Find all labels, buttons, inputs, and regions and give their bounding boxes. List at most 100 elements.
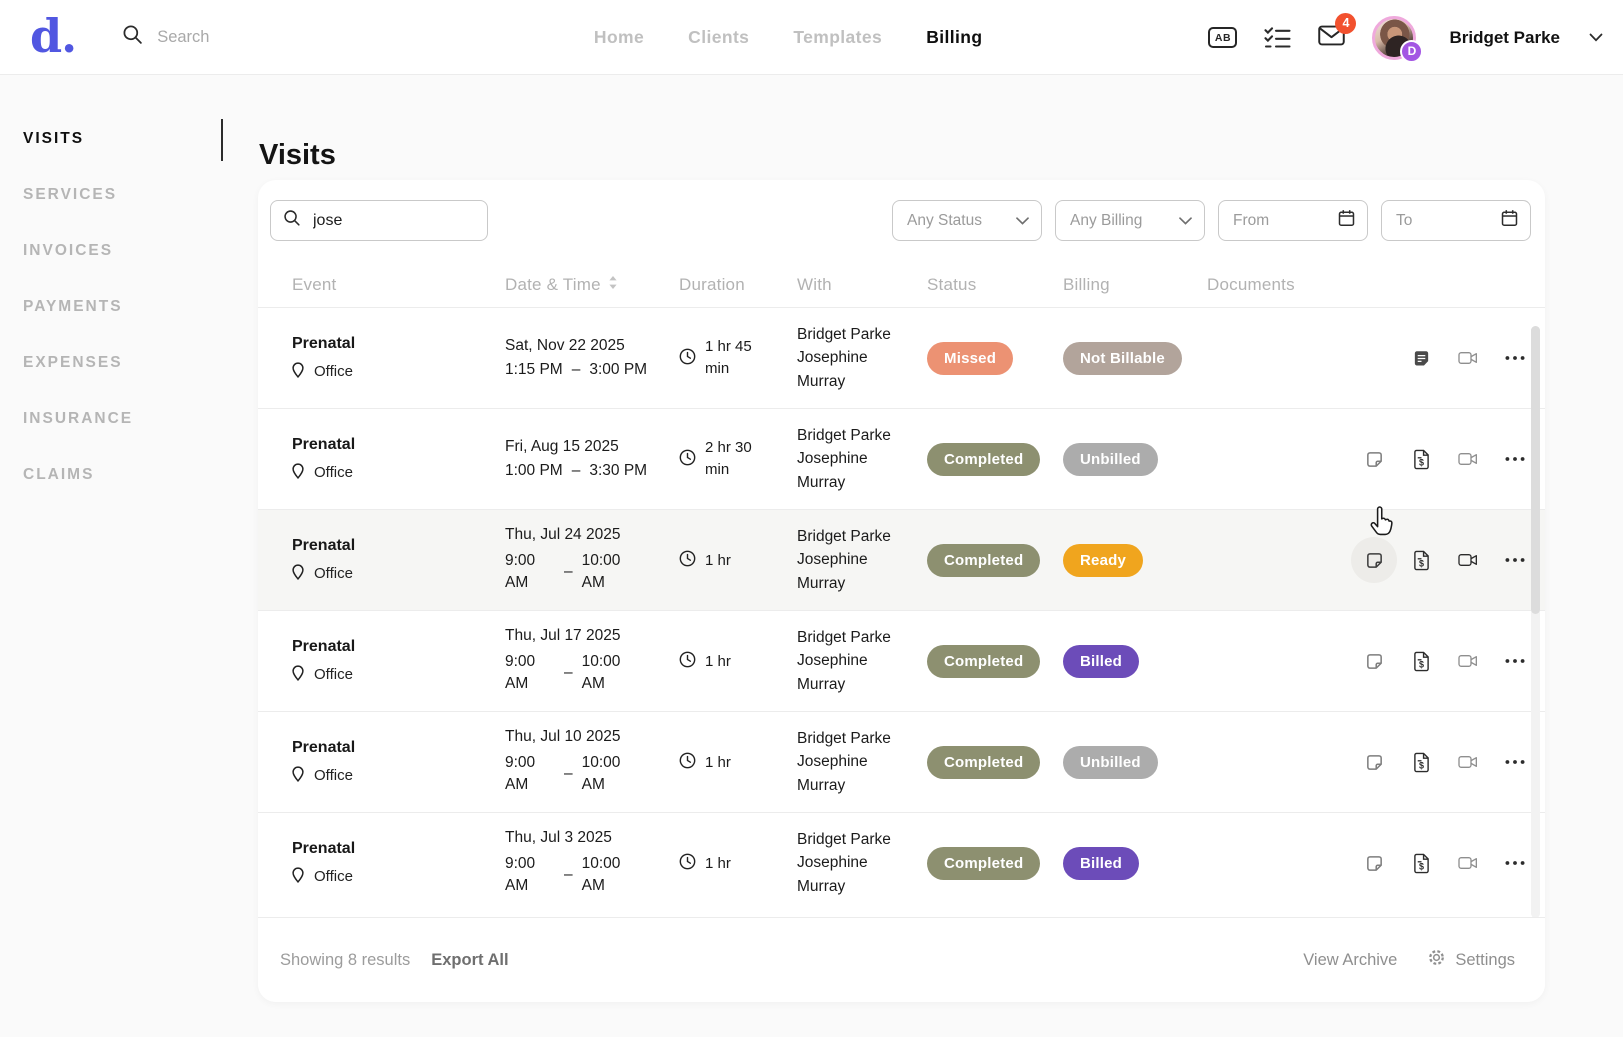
nav-home[interactable]: Home [593,27,645,47]
with-person: Bridget Parke [797,528,891,546]
table-row[interactable]: Prenatal Office Sat, Nov 22 2025 1:15 PM… [258,307,1545,408]
more-actions-button[interactable] [1505,852,1525,874]
billing-cell: Ready [1063,543,1207,577]
sidebar-item-claims[interactable]: CLAIMS [23,465,95,483]
duration-value: 1 hr [705,753,731,771]
invoice-button[interactable]: $ [1411,549,1431,571]
video-button[interactable] [1458,448,1478,470]
time-separator: – [564,664,573,681]
note-button[interactable] [1364,650,1384,672]
documents-cell: $ [1207,751,1529,773]
sidebar-item-visits[interactable]: VISITS [23,129,85,147]
view-archive-link[interactable]: View Archive [1303,950,1398,969]
event-name: Prenatal [292,637,356,655]
card-footer: Showing 8 results Export All View Archiv… [258,917,1545,1002]
table-body: Prenatal Office Sat, Nov 22 2025 1:15 PM… [258,307,1545,913]
event-cell: Prenatal Office [292,840,505,887]
event-name: Prenatal [292,334,356,352]
with-cell: Bridget Parke Josephine Murray [797,828,927,898]
event-location: Office [314,464,353,481]
invoice-button[interactable]: $ [1411,448,1431,470]
more-actions-button[interactable] [1505,650,1525,672]
more-actions-button[interactable] [1505,448,1525,470]
chevron-down-icon[interactable] [1589,33,1603,42]
nav-templates[interactable]: Templates [793,27,883,47]
billing-filter-select[interactable]: Any Billing [1055,200,1205,241]
video-button[interactable] [1458,549,1478,571]
user-name[interactable]: Bridget Parke [1449,27,1560,47]
invoice-button[interactable]: $ [1411,852,1431,874]
billing-filter-value: Any Billing [1070,211,1143,229]
col-date-time-label: Date & Time [505,275,601,294]
with-cell: Bridget Parke Josephine Murray [797,424,927,494]
visits-card: Any Status Any Billing From To Event Dat… [258,180,1545,1002]
clock-icon [679,348,696,369]
more-actions-button[interactable] [1505,751,1525,773]
table-row[interactable]: Prenatal Office Thu, Jul 17 2025 9:00 AM… [258,610,1545,711]
table-row[interactable]: Prenatal Office Thu, Jul 3 2025 9:00 AM … [258,812,1545,913]
clock-icon [679,752,696,773]
time-start: 1:15 PM [505,361,563,378]
with-person: Bridget Parke [797,831,891,849]
video-button[interactable] [1458,852,1478,874]
date-time-cell: Thu, Jul 17 2025 9:00 AM – 10:00 AM [505,627,679,696]
user-avatar[interactable]: D [1372,15,1424,63]
settings-link[interactable]: Settings [1427,948,1515,972]
table-row[interactable]: Prenatal Office Fri, Aug 15 2025 1:00 PM… [258,408,1545,509]
sidebar-item-expenses[interactable]: EXPENSES [23,353,123,371]
note-button[interactable] [1351,506,1397,583]
event-location: Office [314,767,353,784]
location-pin-icon [292,664,304,685]
duration-cell: 1 hr [679,550,797,571]
table-row[interactable]: Prenatal Office Thu, Jul 10 2025 9:00 AM… [258,711,1545,812]
table-search[interactable] [270,200,488,241]
with-person: Bridget Parke [797,629,891,647]
nav-clients[interactable]: Clients [688,27,750,47]
col-billing: Billing [1063,275,1110,294]
mail-icon[interactable]: 4 [1318,12,1357,51]
sidebar-item-payments[interactable]: PAYMENTS [23,297,123,315]
invoice-button[interactable]: $ [1411,751,1431,773]
video-button[interactable] [1458,347,1478,369]
video-button[interactable] [1458,650,1478,672]
topbar-actions: AB 4 D Bridget Parke [1208,0,1603,75]
note-button[interactable] [1364,852,1384,874]
app-logo[interactable]: d. [30,9,77,64]
visit-date: Thu, Jul 10 2025 [505,727,621,745]
col-date-time[interactable]: Date & Time [505,275,679,295]
mail-badge: 4 [1335,12,1357,34]
global-search[interactable]: Search [122,24,209,50]
more-actions-button[interactable] [1505,549,1525,571]
note-button[interactable] [1364,751,1384,773]
search-icon [122,24,143,50]
sidebar-item-invoices[interactable]: INVOICES [23,241,114,259]
table-search-input[interactable] [311,210,461,231]
address-book-icon[interactable]: AB [1208,27,1238,48]
duration-cell: 2 hr 30 min [679,437,797,481]
nav-billing[interactable]: Billing [926,27,983,47]
duration-value: 1 hr [705,652,731,670]
svg-text:$: $ [1419,861,1424,871]
more-actions-button[interactable] [1505,347,1525,369]
tasks-icon[interactable] [1264,26,1292,49]
time-end: 10:00 AM [581,854,621,894]
scrollbar-thumb[interactable] [1531,326,1540,614]
status-filter-select[interactable]: Any Status [892,200,1042,241]
time-end: 10:00 AM [581,753,621,793]
invoice-button[interactable]: $ [1411,650,1431,672]
table-row[interactable]: Prenatal Office Thu, Jul 24 2025 9:00 AM… [258,506,1545,610]
date-from-field[interactable]: From [1218,200,1368,241]
svg-text:$: $ [1419,659,1424,669]
billing-cell: Billed [1063,644,1207,678]
mouse-cursor [1367,506,1394,542]
invoice-button[interactable]: $ [1411,347,1431,369]
note-button[interactable] [1364,448,1384,470]
billing-badge: Not Billable [1063,341,1182,375]
date-to-field[interactable]: To [1381,200,1531,241]
search-icon [283,209,301,232]
sidebar-item-services[interactable]: SERVICES [23,185,118,203]
sidebar-item-insurance[interactable]: INSURANCE [23,409,134,427]
scrollbar-track[interactable] [1531,326,1540,918]
video-button[interactable] [1458,751,1478,773]
export-all-link[interactable]: Export All [431,950,509,969]
